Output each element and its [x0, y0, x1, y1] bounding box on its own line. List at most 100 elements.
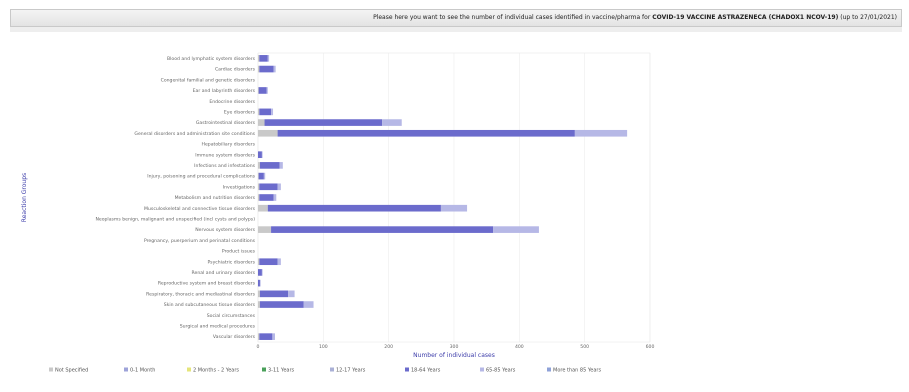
header-product: COVID-19 VACCINE ASTRAZENECA (CHADOX1 NC…: [652, 14, 839, 21]
category-label: Metabolism and nutrition disorders: [175, 195, 256, 201]
bar-segment[interactable]: [258, 204, 268, 212]
bar-segment[interactable]: [259, 258, 278, 266]
bar-segment[interactable]: [493, 226, 539, 233]
bar-segment[interactable]: [259, 194, 274, 201]
x-tick-label: 100: [319, 344, 328, 350]
bar-segment[interactable]: [258, 162, 260, 169]
bar-segment[interactable]: [258, 87, 267, 94]
bar-segment[interactable]: [277, 183, 281, 191]
bar-segment[interactable]: [259, 55, 268, 62]
category-label: Investigations: [223, 184, 256, 190]
legend-swatch: [480, 367, 484, 372]
chart-legend: Not Specified 0-1 Month 2 Months - 2 Years…: [49, 367, 601, 373]
bar-segment[interactable]: [258, 258, 260, 266]
bar-segment[interactable]: [258, 183, 260, 191]
category-label: Vascular disorders: [213, 334, 256, 340]
bar-segment[interactable]: [259, 162, 280, 169]
category-label: Congenital familial and genetic disorder…: [161, 77, 256, 83]
bar-segment[interactable]: [259, 301, 304, 308]
bar-segment[interactable]: [259, 108, 272, 116]
bar-segment[interactable]: [258, 226, 272, 233]
bar-segment[interactable]: [279, 162, 283, 169]
bar-segment[interactable]: [258, 269, 262, 276]
category-label: Reproductive system and breast disorders: [158, 281, 256, 287]
x-tick-label: 400: [515, 344, 524, 350]
bar-segment[interactable]: [266, 87, 268, 94]
legend-item[interactable]: 12-17 Years: [330, 367, 366, 373]
category-label: Neoplasms benign, malignant and unspecif…: [95, 217, 255, 223]
legend-label: 12-17 Years: [336, 367, 366, 373]
bar-segment[interactable]: [261, 269, 263, 276]
legend-item[interactable]: 0-1 Month: [124, 367, 155, 373]
legend-label: 3-11 Years: [268, 367, 295, 373]
bar-segment[interactable]: [273, 65, 276, 73]
bar-segment[interactable]: [258, 194, 260, 201]
bar-segment[interactable]: [259, 183, 278, 191]
bar-segment[interactable]: [264, 119, 383, 126]
bar-segment[interactable]: [574, 129, 628, 137]
bar-segment[interactable]: [259, 290, 289, 298]
category-label: Social circumstances: [207, 313, 256, 319]
category-label: General disorders and administration sit…: [134, 131, 255, 137]
legend-swatch: [49, 367, 53, 372]
bar-segment[interactable]: [277, 258, 281, 266]
category-label: Product issues: [222, 249, 256, 255]
bar-segment[interactable]: [258, 151, 262, 159]
bar-segment[interactable]: [258, 279, 260, 287]
category-label: Eye disorders: [224, 109, 256, 115]
bar-segment[interactable]: [258, 119, 265, 126]
x-axis-title: Number of individual cases: [413, 352, 495, 359]
legend-item[interactable]: 2 Months - 2 Years: [187, 367, 239, 373]
legend-label: 0-1 Month: [130, 367, 155, 373]
category-label: Hepatobiliary disorders: [202, 142, 256, 148]
legend-item[interactable]: 3-11 Years: [262, 367, 295, 373]
bar-segment[interactable]: [258, 301, 260, 308]
category-labels: Blood and lymphatic system disorders Card…: [95, 56, 255, 340]
bar-segment[interactable]: [271, 108, 274, 116]
category-label: Infections and infestations: [194, 163, 255, 169]
bar-segment[interactable]: [267, 204, 441, 212]
bar-segment[interactable]: [258, 129, 278, 137]
bar-segment[interactable]: [273, 194, 277, 201]
bar-segment[interactable]: [440, 204, 468, 212]
header-prefix: Please here you want to see the number o…: [373, 14, 651, 21]
x-tick-label: 500: [580, 344, 589, 350]
legend-label: 18-64 Years: [411, 367, 441, 373]
bar-segment[interactable]: [259, 279, 261, 287]
header-suffix: (up to 27/01/2021): [840, 14, 897, 21]
category-label: Immune system disorders: [195, 152, 255, 158]
legend-item[interactable]: Not Specified: [49, 367, 88, 373]
legend-swatch: [547, 367, 551, 372]
legend-label: Not Specified: [55, 367, 88, 373]
legend-item[interactable]: 65-85 Years: [480, 367, 516, 373]
bar-segment[interactable]: [277, 129, 575, 137]
bar-segment[interactable]: [288, 290, 295, 298]
bar-segment[interactable]: [258, 172, 264, 180]
bar-segment[interactable]: [259, 65, 274, 73]
bar-segment[interactable]: [261, 151, 263, 159]
bar-segment[interactable]: [258, 55, 260, 62]
bar-segment[interactable]: [258, 108, 260, 116]
bar-segment[interactable]: [258, 333, 260, 340]
bar-segment[interactable]: [258, 87, 259, 94]
category-label: Cardiac disorders: [215, 67, 256, 73]
category-label: Skin and subcutaneous tissue disorders: [164, 302, 256, 308]
bar-segment[interactable]: [259, 333, 273, 340]
bar-segment[interactable]: [272, 333, 275, 340]
legend-item[interactable]: 18-64 Years: [405, 367, 441, 373]
category-label: Injury, poisoning and procedural complic…: [147, 174, 255, 180]
bar-segment[interactable]: [258, 172, 259, 180]
bar-segment[interactable]: [258, 290, 260, 298]
category-label: Psychiatric disorders: [207, 259, 255, 265]
bar-segment[interactable]: [267, 55, 270, 62]
legend-swatch: [187, 367, 191, 372]
bar-segment[interactable]: [303, 301, 314, 308]
x-tick-label: 600: [646, 344, 655, 350]
bar-segment[interactable]: [263, 172, 266, 180]
category-label: Nervous system disorders: [195, 227, 255, 233]
bar-segment[interactable]: [271, 226, 494, 233]
legend-item[interactable]: More than 85 Years: [547, 367, 601, 373]
bar-segment[interactable]: [382, 119, 402, 126]
bar-segment[interactable]: [258, 65, 260, 73]
